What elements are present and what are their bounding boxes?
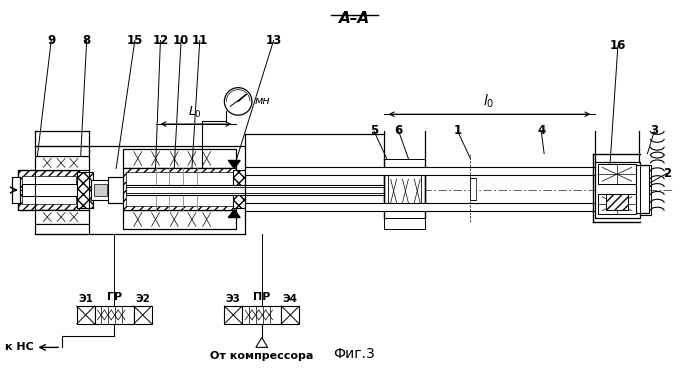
- Bar: [18, 170, 79, 190]
- Bar: [640, 166, 652, 215]
- Text: $l_0$: $l_0$: [484, 93, 495, 110]
- Bar: [384, 158, 425, 170]
- Text: 5: 5: [370, 124, 378, 138]
- Bar: [77, 172, 92, 208]
- Text: 9: 9: [47, 34, 55, 47]
- Text: 16: 16: [610, 39, 626, 52]
- Bar: [77, 172, 92, 208]
- Polygon shape: [228, 161, 240, 168]
- Bar: [94, 184, 107, 196]
- Bar: [18, 170, 79, 210]
- Text: Э2: Э2: [135, 294, 150, 304]
- Bar: [34, 156, 89, 170]
- Bar: [242, 306, 281, 324]
- Bar: [606, 194, 628, 210]
- Bar: [134, 306, 152, 324]
- Bar: [606, 168, 628, 184]
- Bar: [598, 194, 636, 214]
- Bar: [126, 187, 391, 193]
- Bar: [123, 168, 236, 210]
- Text: 11: 11: [192, 34, 208, 47]
- Bar: [384, 217, 425, 229]
- Bar: [126, 172, 233, 206]
- Bar: [384, 168, 425, 210]
- Bar: [233, 170, 245, 208]
- Bar: [606, 194, 628, 210]
- Text: 3: 3: [650, 124, 659, 138]
- Text: мн: мн: [255, 96, 270, 107]
- Bar: [606, 168, 628, 184]
- Text: 1: 1: [454, 124, 461, 138]
- Bar: [470, 178, 476, 200]
- Bar: [281, 306, 299, 324]
- Polygon shape: [228, 210, 240, 217]
- Text: Фиг.3: Фиг.3: [333, 347, 375, 361]
- Text: 6: 6: [394, 124, 402, 138]
- Bar: [123, 168, 236, 210]
- Bar: [94, 306, 134, 324]
- Bar: [12, 177, 20, 203]
- Bar: [245, 203, 595, 211]
- Text: 12: 12: [153, 34, 169, 47]
- Text: 8: 8: [83, 34, 91, 47]
- Bar: [233, 170, 245, 208]
- Polygon shape: [256, 338, 267, 347]
- Text: Э3: Э3: [226, 294, 241, 304]
- Bar: [225, 306, 242, 324]
- Bar: [90, 180, 111, 200]
- Text: 2: 2: [663, 167, 671, 180]
- Bar: [123, 149, 236, 168]
- Bar: [34, 225, 89, 234]
- Bar: [108, 177, 126, 203]
- Bar: [22, 184, 150, 196]
- Bar: [595, 163, 640, 217]
- Bar: [34, 146, 89, 156]
- Text: А–А: А–А: [339, 11, 370, 26]
- Text: 13: 13: [265, 34, 281, 47]
- Bar: [598, 164, 636, 184]
- Text: 10: 10: [173, 34, 189, 47]
- Text: ПР: ПР: [253, 292, 270, 302]
- Text: к НС: к НС: [5, 342, 34, 352]
- Bar: [636, 166, 650, 212]
- Bar: [18, 190, 79, 210]
- Bar: [245, 167, 595, 175]
- Bar: [22, 176, 76, 204]
- Text: От компрессора: От компрессора: [210, 351, 314, 361]
- Bar: [123, 210, 236, 229]
- Bar: [77, 306, 94, 324]
- Text: 15: 15: [127, 34, 143, 47]
- Bar: [388, 172, 421, 206]
- Text: $L_0$: $L_0$: [188, 105, 202, 120]
- Bar: [126, 185, 391, 195]
- Text: Э4: Э4: [283, 294, 298, 304]
- Text: Э1: Э1: [78, 294, 93, 304]
- Bar: [34, 210, 89, 225]
- Text: ГР: ГР: [106, 292, 122, 302]
- Text: 4: 4: [537, 124, 545, 138]
